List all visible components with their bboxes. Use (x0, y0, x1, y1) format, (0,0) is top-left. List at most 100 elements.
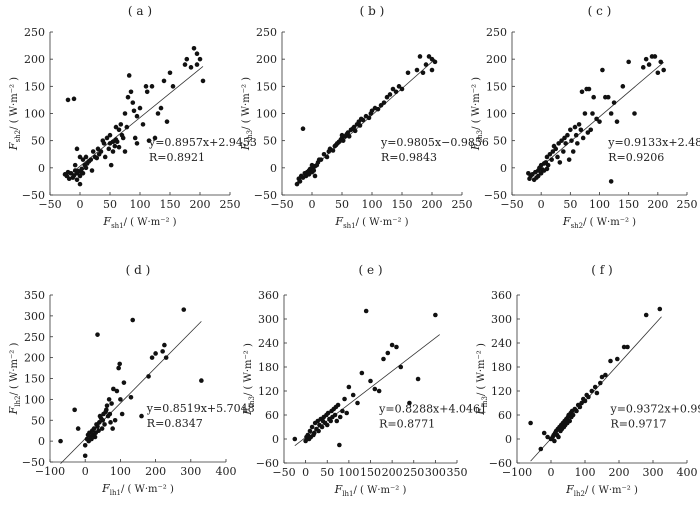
data-point (191, 46, 197, 51)
data-point (608, 179, 614, 184)
y-axis-label: Flh3/ ( W·m⁻² ) (474, 343, 489, 416)
panel-label: ( c ) (588, 4, 612, 18)
data-point (541, 430, 547, 436)
data-point (139, 413, 144, 419)
data-point (340, 408, 345, 414)
y-tick-label: −60 (489, 457, 512, 470)
y-tick-label: 300 (24, 310, 45, 323)
x-tick-label: 150 (392, 198, 413, 211)
data-point (197, 56, 203, 62)
data-point (608, 358, 613, 364)
data-point (98, 149, 104, 154)
y-tick-label: 200 (256, 53, 277, 66)
data-point (556, 434, 561, 440)
data-point (352, 128, 358, 134)
data-point (108, 162, 114, 168)
chart-panel-f: ( f ) −100 0 100 200 300 400 −60 0 60 120 180 240 300… (474, 263, 700, 498)
data-point (552, 438, 557, 444)
data-point (344, 410, 350, 416)
y-axis-label: Fsh3/ ( W·m⁻² ) (239, 77, 254, 151)
data-point (426, 54, 432, 59)
x-tick-label: −100 (502, 466, 532, 479)
data-point (381, 356, 386, 362)
x-tick-label: 50 (320, 466, 334, 479)
data-point (74, 177, 80, 183)
x-tick-label: 150 (360, 466, 381, 479)
fit-equation: y=0.8957x+2.9453 (148, 136, 257, 149)
data-point (119, 411, 125, 417)
data-point (80, 170, 86, 176)
data-point (152, 135, 158, 141)
chart-panel-d: ( d ) −100 0 100 200 300 400 −50 0 50 100 150 200 250… (7, 263, 255, 497)
data-point (594, 116, 599, 122)
data-point (130, 100, 136, 105)
y-axis-label: Flh2/ ( W·m⁻² ) (7, 343, 22, 416)
data-point (325, 410, 331, 416)
data-point (128, 394, 134, 400)
data-point (294, 181, 300, 187)
data-point (569, 138, 574, 143)
data-point (112, 417, 118, 423)
data-point (95, 424, 100, 429)
data-point (565, 132, 570, 138)
data-point (125, 94, 131, 100)
y-tick-label: 50 (31, 135, 45, 148)
data-point (575, 141, 580, 146)
data-point (345, 130, 351, 135)
data-point (603, 372, 608, 378)
x-tick-label: 0 (77, 198, 84, 211)
x-axis-label: Fsh2/ ( W·m⁻² ) (562, 215, 636, 230)
data-point (561, 149, 566, 154)
y-tick-label: 150 (256, 80, 277, 93)
data-point (153, 351, 158, 356)
data-point (567, 418, 572, 424)
data-point (137, 105, 143, 111)
data-point (643, 56, 649, 62)
data-point (194, 51, 200, 57)
data-point (199, 378, 204, 383)
data-point (570, 412, 576, 418)
data-point (90, 149, 96, 154)
y-tick-label: −60 (256, 457, 279, 470)
fit-equation: y=0.9133x+2.4863 (607, 136, 700, 149)
data-point (550, 149, 556, 154)
data-point (420, 70, 426, 76)
data-point (384, 94, 390, 100)
data-point (120, 135, 126, 141)
x-tick-label: 0 (82, 465, 89, 478)
x-tick-label: 200 (647, 198, 668, 211)
y-tick-label: 50 (263, 135, 277, 148)
data-point (398, 364, 404, 370)
data-point (433, 312, 438, 318)
data-point (110, 426, 115, 431)
data-point (319, 424, 325, 430)
x-tick-label: 0 (309, 198, 316, 211)
y-tick-label: 50 (493, 135, 507, 148)
correlation-r: R=0.9206 (608, 151, 664, 164)
data-point (556, 141, 561, 146)
x-tick-label: 200 (145, 465, 166, 478)
data-point (188, 65, 194, 70)
data-point (545, 434, 550, 440)
data-point (357, 123, 363, 128)
data-point (101, 141, 107, 146)
y-tick-label: −50 (484, 189, 507, 202)
data-point (562, 135, 567, 141)
data-point (582, 111, 588, 116)
data-point (181, 307, 187, 312)
data-point (161, 78, 167, 84)
fit-equation: y=0.8288x+4.0461 (378, 403, 487, 416)
data-point (126, 73, 132, 78)
data-point (77, 173, 83, 179)
data-point (307, 428, 313, 434)
data-point (200, 78, 206, 84)
data-point (405, 70, 411, 76)
y-tick-label: 150 (24, 373, 45, 386)
data-point (592, 384, 598, 390)
data-point (372, 386, 378, 392)
y-axis-label: Fsh2/ ( W·m⁻² ) (7, 77, 22, 151)
chart-panel-a: ( a ) −50 0 50 100 150 200 250 −50 0 50 100 150 200 25… (7, 4, 257, 230)
data-point (414, 67, 420, 73)
y-tick-label: 200 (24, 53, 45, 66)
data-point (121, 380, 127, 385)
